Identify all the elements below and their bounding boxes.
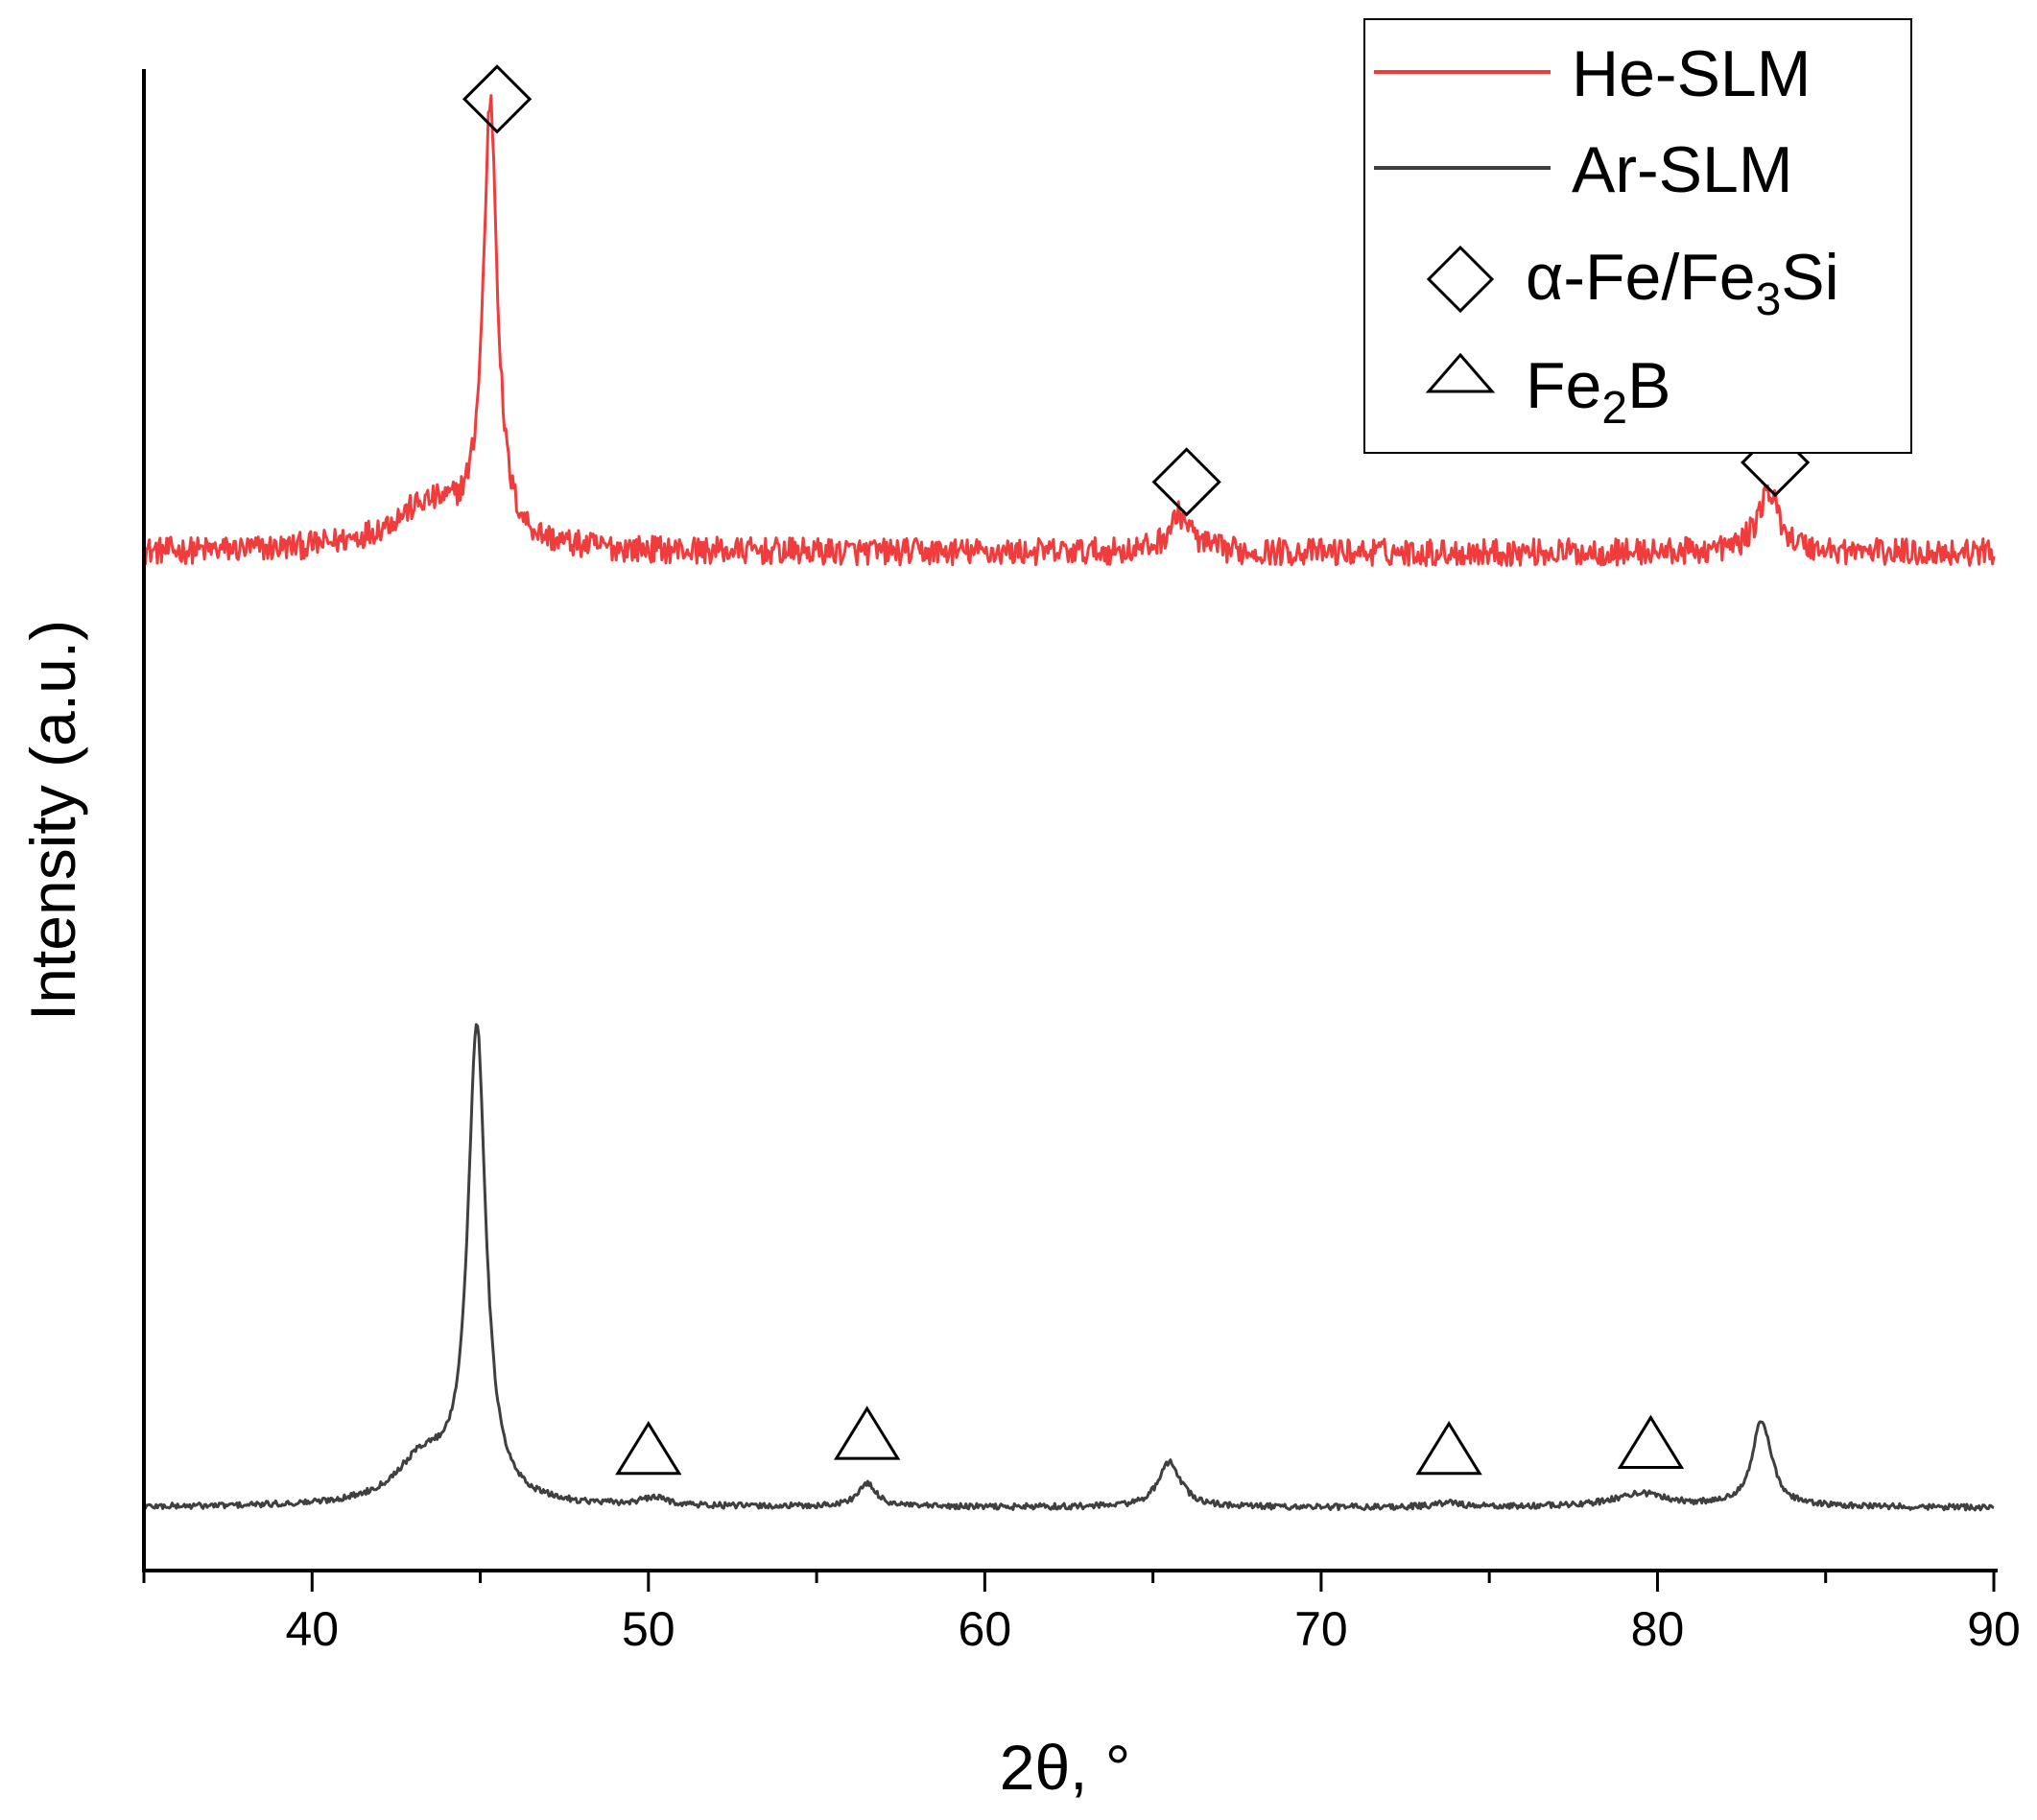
legend-diamond-icon [1426, 245, 1495, 314]
legend-label-fe2b-tail: B [1627, 349, 1670, 422]
phase-markers [462, 64, 1811, 1476]
x-tick-labels: 40 50 60 70 80 90 [285, 1602, 2020, 1656]
triangle-marker-icon [833, 1406, 901, 1460]
series-line-ar-slm [142, 1023, 1995, 1512]
legend-label-fe2b-sub: 2 [1601, 383, 1627, 434]
legend-triangle-icon [1425, 352, 1496, 393]
x-tick-label: 60 [959, 1602, 1012, 1656]
plot-area [142, 64, 1996, 1512]
x-tick-label: 90 [1967, 1602, 2021, 1656]
x-tick-label: 80 [1631, 1602, 1685, 1656]
x-ticks [142, 1571, 1996, 1592]
series-line-he-slm [143, 94, 1996, 568]
legend-label-he-slm: He-SLM [1572, 37, 1811, 110]
legend-label-fe3si-sub: 3 [1756, 274, 1782, 325]
triangle-marker-icon [1617, 1414, 1685, 1470]
legend-label-fe3si: α-Fe/Fe3Si [1526, 241, 1839, 325]
legend-label-fe2b: Fe2B [1526, 349, 1670, 434]
x-tick-label: 50 [622, 1602, 675, 1656]
triangle-marker-icon [615, 1420, 682, 1476]
legend: He-SLM Ar-SLM α-Fe/Fe3Si Fe2B [1363, 18, 1912, 454]
legend-label-fe3si-tail: Si [1781, 241, 1838, 314]
diamond-marker-icon [1151, 447, 1221, 517]
series-group [142, 94, 1996, 1512]
triangle-marker-icon [1415, 1420, 1482, 1476]
legend-label-ar-slm: Ar-SLM [1572, 133, 1792, 206]
x-tick-label: 40 [285, 1602, 339, 1656]
axes: 40 50 60 70 80 90 [142, 69, 2021, 1656]
legend-box [1363, 18, 1912, 454]
legend-label-fe3si-main: α-Fe/Fe [1526, 241, 1756, 314]
diamond-marker-icon [462, 64, 533, 134]
x-axis-title: 2θ, ° [1000, 1732, 1130, 1803]
x-tick-label: 70 [1294, 1602, 1348, 1656]
legend-label-fe2b-main: Fe [1526, 349, 1601, 422]
y-axis-title: Intensity (a.u.) [17, 620, 88, 1021]
